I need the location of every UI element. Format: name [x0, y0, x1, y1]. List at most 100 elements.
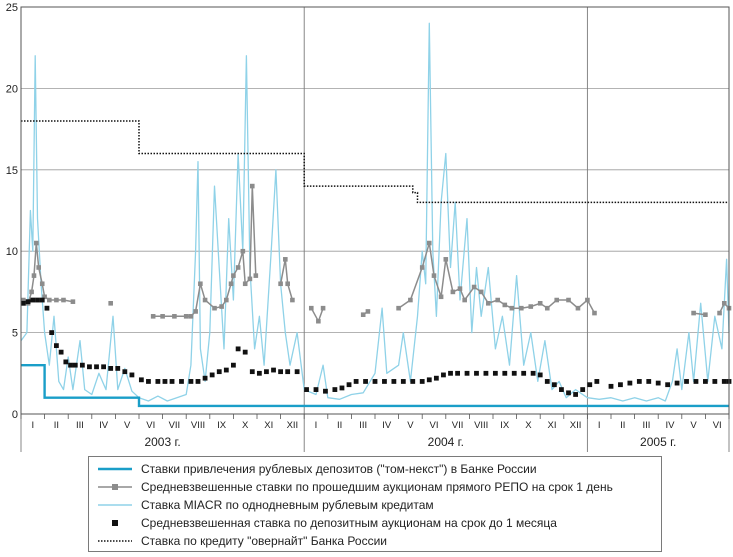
repo-point: [193, 309, 198, 314]
deposit-auction-point: [87, 364, 92, 370]
x-tick-label: I: [31, 420, 34, 431]
deposit-auction-point: [674, 380, 680, 386]
deposit-auction-point: [35, 297, 40, 303]
deposit-auction-point: [712, 379, 718, 384]
deposit-auction-point: [464, 370, 470, 376]
repo-point: [235, 265, 241, 270]
deposit-auction-point: [339, 385, 345, 391]
deposit-auction-point: [511, 370, 517, 376]
repo-point: [721, 300, 727, 306]
deposit-auction-point: [256, 370, 262, 376]
repo-point: [198, 281, 203, 287]
deposit-auction-point: [332, 387, 338, 392]
year-label: 2004 г.: [428, 435, 464, 449]
deposit-auction-point: [72, 362, 78, 368]
repo-point: [21, 297, 26, 303]
deposit-auction-point: [627, 380, 633, 386]
repo-point: [283, 257, 288, 262]
deposit-auction-point: [115, 366, 121, 371]
deposit-auction-point: [101, 364, 106, 370]
repo-point: [224, 297, 229, 303]
repo-point: [431, 273, 437, 278]
legend-swatch-marker: [112, 520, 118, 526]
deposit-auction-point: [54, 343, 59, 349]
deposit-auction-point: [455, 370, 460, 376]
year-label: 2005 г.: [640, 435, 676, 449]
repo-point: [54, 297, 59, 303]
repo-point: [462, 297, 467, 303]
repo-point: [108, 300, 113, 306]
deposit-auction-point: [94, 364, 99, 370]
deposit-auction-point: [146, 379, 151, 384]
x-tick-label: VII: [452, 420, 464, 431]
deposit-auction-point: [400, 379, 406, 384]
legend-label: Ставки привлечения рублевых депозитов ("…: [141, 462, 537, 476]
deposit-auction-point: [608, 383, 614, 389]
repo-point: [212, 305, 217, 311]
deposit-auction-point: [587, 382, 593, 388]
repo-point: [519, 305, 524, 311]
repo-point: [537, 300, 543, 306]
deposit-auction-point: [410, 379, 416, 384]
repo-point: [70, 299, 76, 304]
repo-point: [485, 300, 491, 306]
deposit-auction-point: [594, 379, 600, 384]
deposit-auction-point: [108, 366, 114, 371]
deposit-auction-point: [636, 379, 642, 384]
deposit-auction-point: [209, 372, 215, 378]
deposit-auction-point: [216, 369, 222, 375]
legend-item-deposit-auctions: Средневзвешенная ставка по депозитным ау…: [97, 514, 653, 532]
repo-point: [61, 297, 66, 303]
x-tick-label: VI: [430, 420, 439, 431]
x-tick-label: I: [598, 420, 601, 431]
repo-point: [450, 289, 456, 295]
repo-point: [691, 310, 696, 316]
deposit-auction-point: [235, 346, 241, 352]
repo-point: [39, 281, 45, 287]
repo-point: [544, 305, 550, 311]
deposit-auction-point: [58, 349, 64, 355]
y-tick-label: 10: [6, 246, 18, 258]
x-tick-label: IX: [217, 420, 227, 431]
deposit-auction-point: [372, 379, 378, 384]
x-tick-label: VI: [146, 420, 155, 431]
deposit-auction-point: [559, 387, 564, 392]
legend-item-miacr: Ставка MIACR по однодневным рублевым кре…: [97, 496, 653, 514]
x-tick-label: XII: [287, 420, 299, 431]
repo-point: [426, 240, 432, 246]
deposit-auction-point: [223, 367, 229, 373]
x-tick-label: XI: [264, 420, 273, 431]
x-tick-label: III: [642, 420, 650, 431]
repo-point: [34, 240, 39, 246]
repo-point: [554, 297, 560, 303]
series-repo-line: [279, 259, 294, 301]
x-tick-label: III: [359, 420, 367, 431]
deposit-auction-point: [353, 379, 359, 384]
deposit-auction-point: [382, 379, 387, 384]
deposit-auction-point: [30, 297, 36, 303]
repo-point: [495, 297, 501, 303]
deposit-auction-point: [294, 369, 300, 375]
deposit-auction-point: [242, 349, 248, 355]
y-tick-label: 20: [6, 83, 18, 95]
repo-point: [42, 294, 47, 300]
legend: Ставки привлечения рублевых депозитов ("…: [88, 456, 662, 552]
x-tick-label: XII: [570, 420, 582, 431]
deposit-auction-point: [264, 369, 269, 375]
repo-point: [419, 265, 425, 270]
deposit-auction-point: [249, 369, 255, 375]
deposit-auction-point: [483, 370, 489, 376]
deposit-auction-point: [693, 379, 699, 384]
deposit-auction-point: [474, 370, 479, 376]
repo-point: [592, 310, 597, 316]
repo-point: [160, 314, 165, 319]
repo-point: [575, 305, 581, 311]
repo-point: [285, 281, 290, 287]
deposit-auction-point: [202, 375, 208, 381]
x-tick-label: VII: [169, 420, 181, 431]
legend-swatch-dotted-line: [98, 540, 132, 542]
x-tick-label: IV: [666, 420, 676, 431]
x-tick-label: X: [525, 420, 532, 431]
deposit-auction-point: [68, 362, 73, 368]
